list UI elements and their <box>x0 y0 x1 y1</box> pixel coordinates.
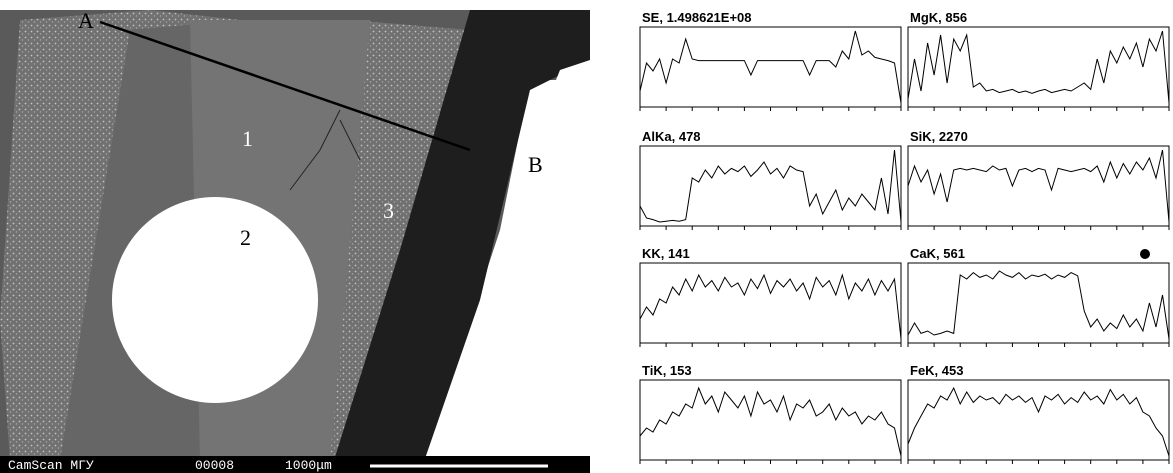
profile-line <box>907 30 1170 104</box>
panel-title: FeK, 453 <box>910 363 963 378</box>
footer-text: CamScan МГУ <box>8 458 94 473</box>
profile-line <box>639 386 902 457</box>
region-label: 1 <box>242 126 253 151</box>
panel-frame <box>907 379 1170 461</box>
profile-line <box>639 273 902 340</box>
panel-title: SE, 1.498621E+08 <box>642 10 752 25</box>
panel-title: KK, 141 <box>642 246 690 261</box>
region-label: 3 <box>383 198 394 223</box>
panel-title: AlKa, 478 <box>642 129 701 144</box>
region-label: 2 <box>240 225 251 250</box>
panel-frame <box>907 26 1170 108</box>
panel-frame <box>907 145 1170 227</box>
footer-text: 00008 <box>195 458 234 473</box>
panel-frame <box>639 262 902 344</box>
panel-frame <box>639 379 902 461</box>
sem-image: A B 1 2 3 CamScan МГУ 00008 1000μm <box>0 8 590 473</box>
point-label: A <box>78 8 94 33</box>
panel-title: TiK, 153 <box>642 363 692 378</box>
profile-line <box>907 270 1170 340</box>
point-label: B <box>528 152 543 177</box>
panel-title: CaK, 561 <box>910 246 965 261</box>
footer-text: 1000μm <box>285 458 332 473</box>
panel-frame <box>639 145 902 227</box>
marker-dot <box>1140 249 1150 259</box>
profile-line <box>639 149 902 223</box>
panel-title: MgK, 856 <box>910 10 967 25</box>
profile-line <box>639 30 902 104</box>
profile-line <box>907 386 1170 457</box>
profile-line <box>907 149 1170 223</box>
panel-title: SiK, 2270 <box>910 129 968 144</box>
panel-frame <box>639 26 902 108</box>
